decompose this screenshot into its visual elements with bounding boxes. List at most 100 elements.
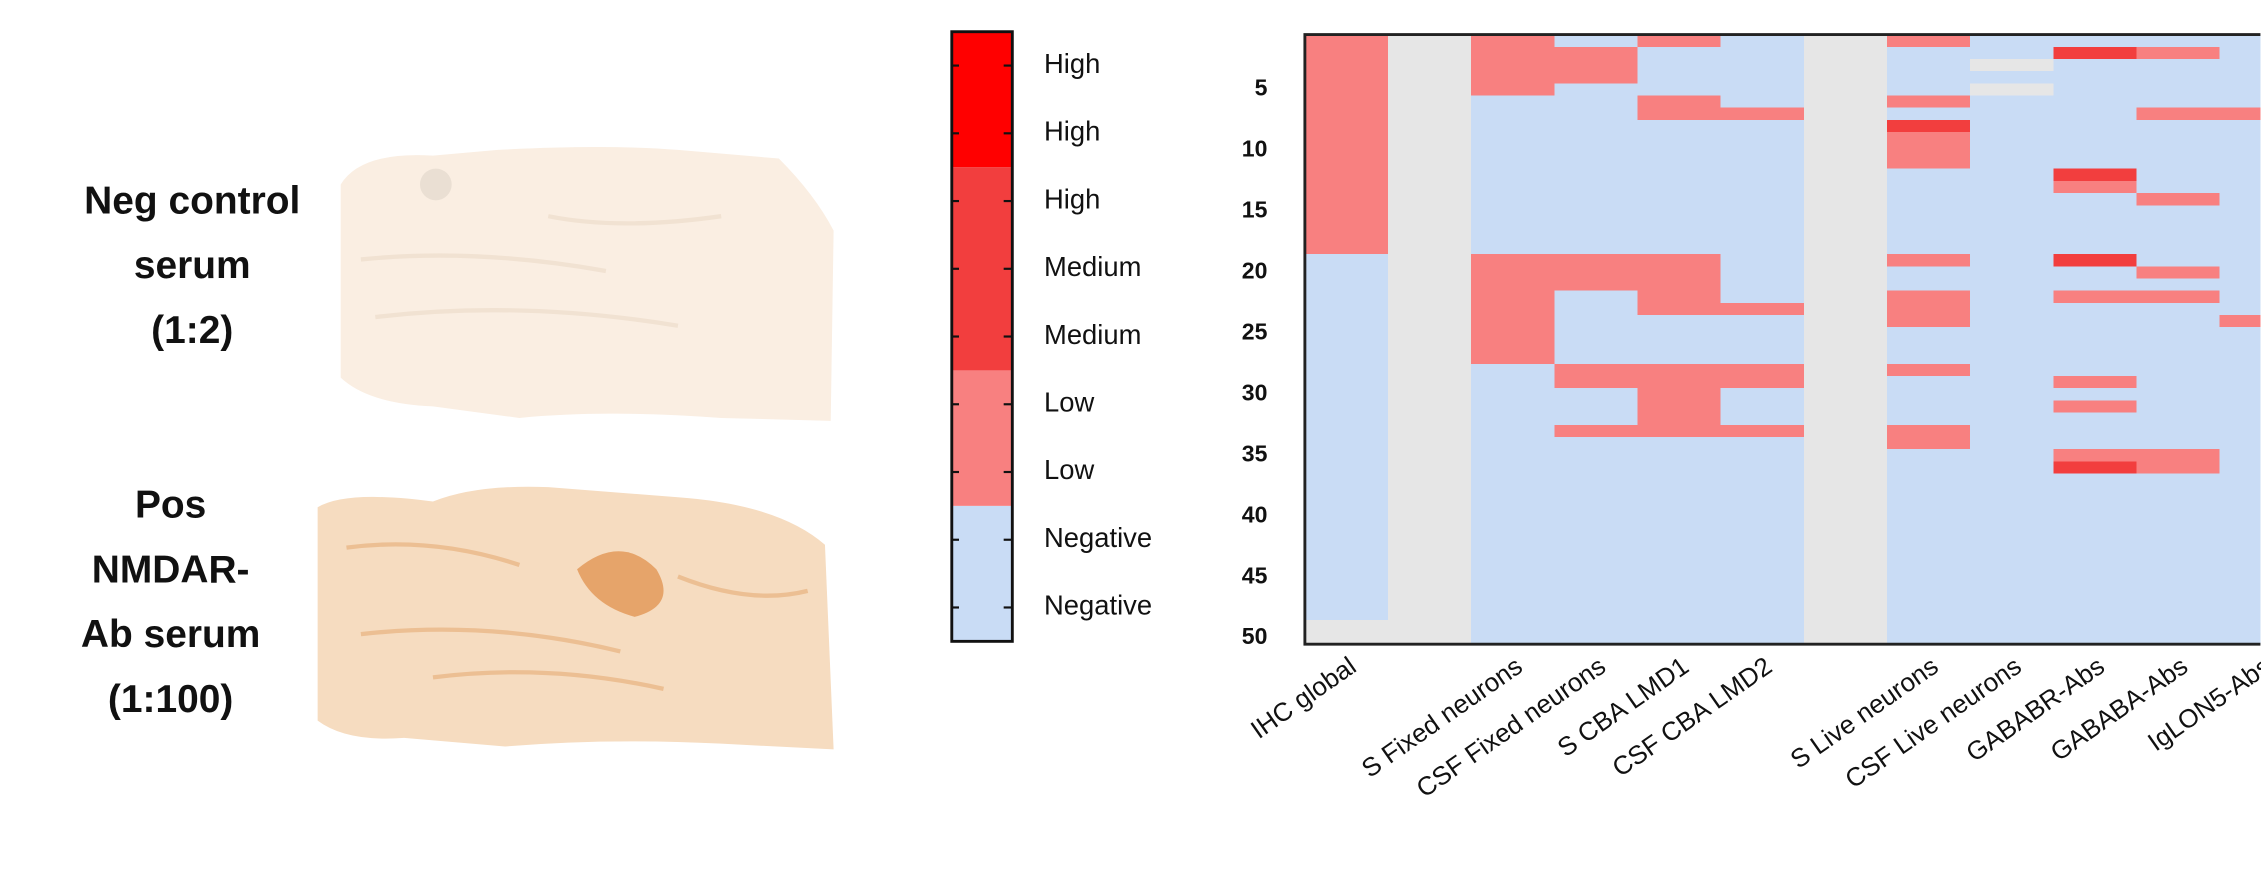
heatmap-cell — [1554, 547, 1638, 560]
heatmap-cell — [1388, 388, 1472, 401]
panel-label: (1:2) — [151, 309, 233, 352]
heatmap-cell — [2220, 278, 2261, 291]
heatmap-cell — [1804, 205, 1888, 218]
heatmap-cell — [1887, 559, 1971, 572]
heatmap-cell — [1471, 547, 1555, 560]
heatmap-cell — [1804, 266, 1888, 279]
heatmap-cell — [2136, 157, 2220, 170]
heatmap-cell — [2220, 83, 2261, 96]
heatmap-cell — [1804, 181, 1888, 194]
heatmap-cell — [2053, 71, 2137, 84]
heatmap-cell — [1721, 327, 1805, 340]
heatmap-cell — [1804, 376, 1888, 389]
heatmap-cell — [1388, 71, 1472, 84]
panel-label: serum — [134, 244, 251, 287]
heatmap-cell — [1970, 583, 2054, 596]
heatmap-cell — [1638, 59, 1722, 72]
heatmap-cell — [2136, 193, 2220, 206]
heatmap-cell — [1305, 157, 1389, 170]
heatmap-cell — [1471, 498, 1555, 511]
heatmap-cell — [1887, 388, 1971, 401]
heatmap-cell — [1471, 327, 1555, 340]
heatmap-cell — [1388, 315, 1472, 328]
heatmap-cell — [1554, 254, 1638, 267]
heatmap-cell — [1305, 620, 1389, 633]
heatmap-cell — [1721, 547, 1805, 560]
heatmap-cell — [1305, 571, 1389, 584]
heatmap-cell — [1887, 35, 1971, 48]
heatmap-cell — [1721, 266, 1805, 279]
heatmap-cell — [1305, 461, 1389, 474]
colorbar: HighHighHighMediumMediumLowLowNegativeNe… — [952, 32, 1152, 642]
heatmap-cell — [1388, 83, 1472, 96]
heatmap-cell — [2053, 217, 2137, 230]
heatmap-cell — [1471, 144, 1555, 157]
heatmap-cell — [1887, 364, 1971, 377]
heatmap-cell — [2220, 376, 2261, 389]
panel-label: Neg control — [84, 179, 300, 222]
heatmap-cell — [1721, 230, 1805, 243]
heatmap-cell — [1970, 559, 2054, 572]
heatmap-cell — [1305, 559, 1389, 572]
heatmap-cell — [2136, 108, 2220, 121]
heatmap-cell — [1305, 47, 1389, 60]
heatmap-cell — [1638, 254, 1722, 267]
heatmap-cell — [2136, 620, 2220, 633]
heatmap-cell — [1388, 278, 1472, 291]
heatmap-cell — [2053, 571, 2137, 584]
heatmap-cell — [1887, 71, 1971, 84]
heatmap-cell — [1970, 547, 2054, 560]
heatmap-cell — [2220, 437, 2261, 450]
heatmap-cell — [1970, 157, 2054, 170]
heatmap-cell — [1305, 83, 1389, 96]
heatmap-cell — [1388, 181, 1472, 194]
heatmap-cell — [1305, 449, 1389, 462]
heatmap-cell — [1638, 498, 1722, 511]
heatmap-cell — [1554, 437, 1638, 450]
heatmap-cell — [1638, 217, 1722, 230]
heatmap-cell — [1305, 327, 1389, 340]
heatmap-cell — [1721, 254, 1805, 267]
heatmap-cell — [2220, 193, 2261, 206]
heatmap-cell — [1305, 400, 1389, 413]
heatmap-cell — [2053, 364, 2137, 377]
y-tick-label: 30 — [1242, 379, 1268, 405]
heatmap-cell — [1970, 193, 2054, 206]
heatmap-cell — [2136, 254, 2220, 267]
heatmap-cell — [1970, 83, 2054, 96]
heatmap-cell — [2220, 486, 2261, 499]
heatmap-cell — [2220, 522, 2261, 535]
heatmap-cell — [1638, 291, 1722, 304]
heatmap-cell — [1638, 132, 1722, 145]
heatmap-cell — [1970, 461, 2054, 474]
heatmap-cell — [1887, 266, 1971, 279]
heatmap-cell — [1887, 315, 1971, 328]
heatmap-cell — [1970, 486, 2054, 499]
heatmap-cell — [1305, 120, 1389, 133]
heatmap-cell — [1471, 303, 1555, 316]
heatmap-cell — [1638, 608, 1722, 621]
heatmap-cell — [1887, 571, 1971, 584]
heatmap-cell — [1554, 291, 1638, 304]
heatmap-cell — [1804, 449, 1888, 462]
heatmap-cell — [1638, 35, 1722, 48]
heatmap-cell — [1638, 96, 1722, 109]
heatmap-cell — [2220, 217, 2261, 230]
heatmap-cell — [1721, 315, 1805, 328]
heatmap-cell — [2136, 169, 2220, 182]
heatmap-cell — [1471, 461, 1555, 474]
heatmap-cell — [1388, 47, 1472, 60]
heatmap-cell — [1305, 205, 1389, 218]
heatmap-cell — [1388, 449, 1472, 462]
heatmap-cell — [1804, 583, 1888, 596]
heatmap-cell — [1305, 534, 1389, 547]
heatmap-cell — [1638, 144, 1722, 157]
heatmap-cell — [1388, 498, 1472, 511]
heatmap-cell — [2136, 486, 2220, 499]
heatmap-cell — [1554, 595, 1638, 608]
heatmap-cell — [1970, 352, 2054, 365]
heatmap-cell — [1970, 376, 2054, 389]
heatmap-cell — [1305, 169, 1389, 182]
heatmap-cell — [2053, 120, 2137, 133]
colorbar-band — [952, 32, 1013, 167]
